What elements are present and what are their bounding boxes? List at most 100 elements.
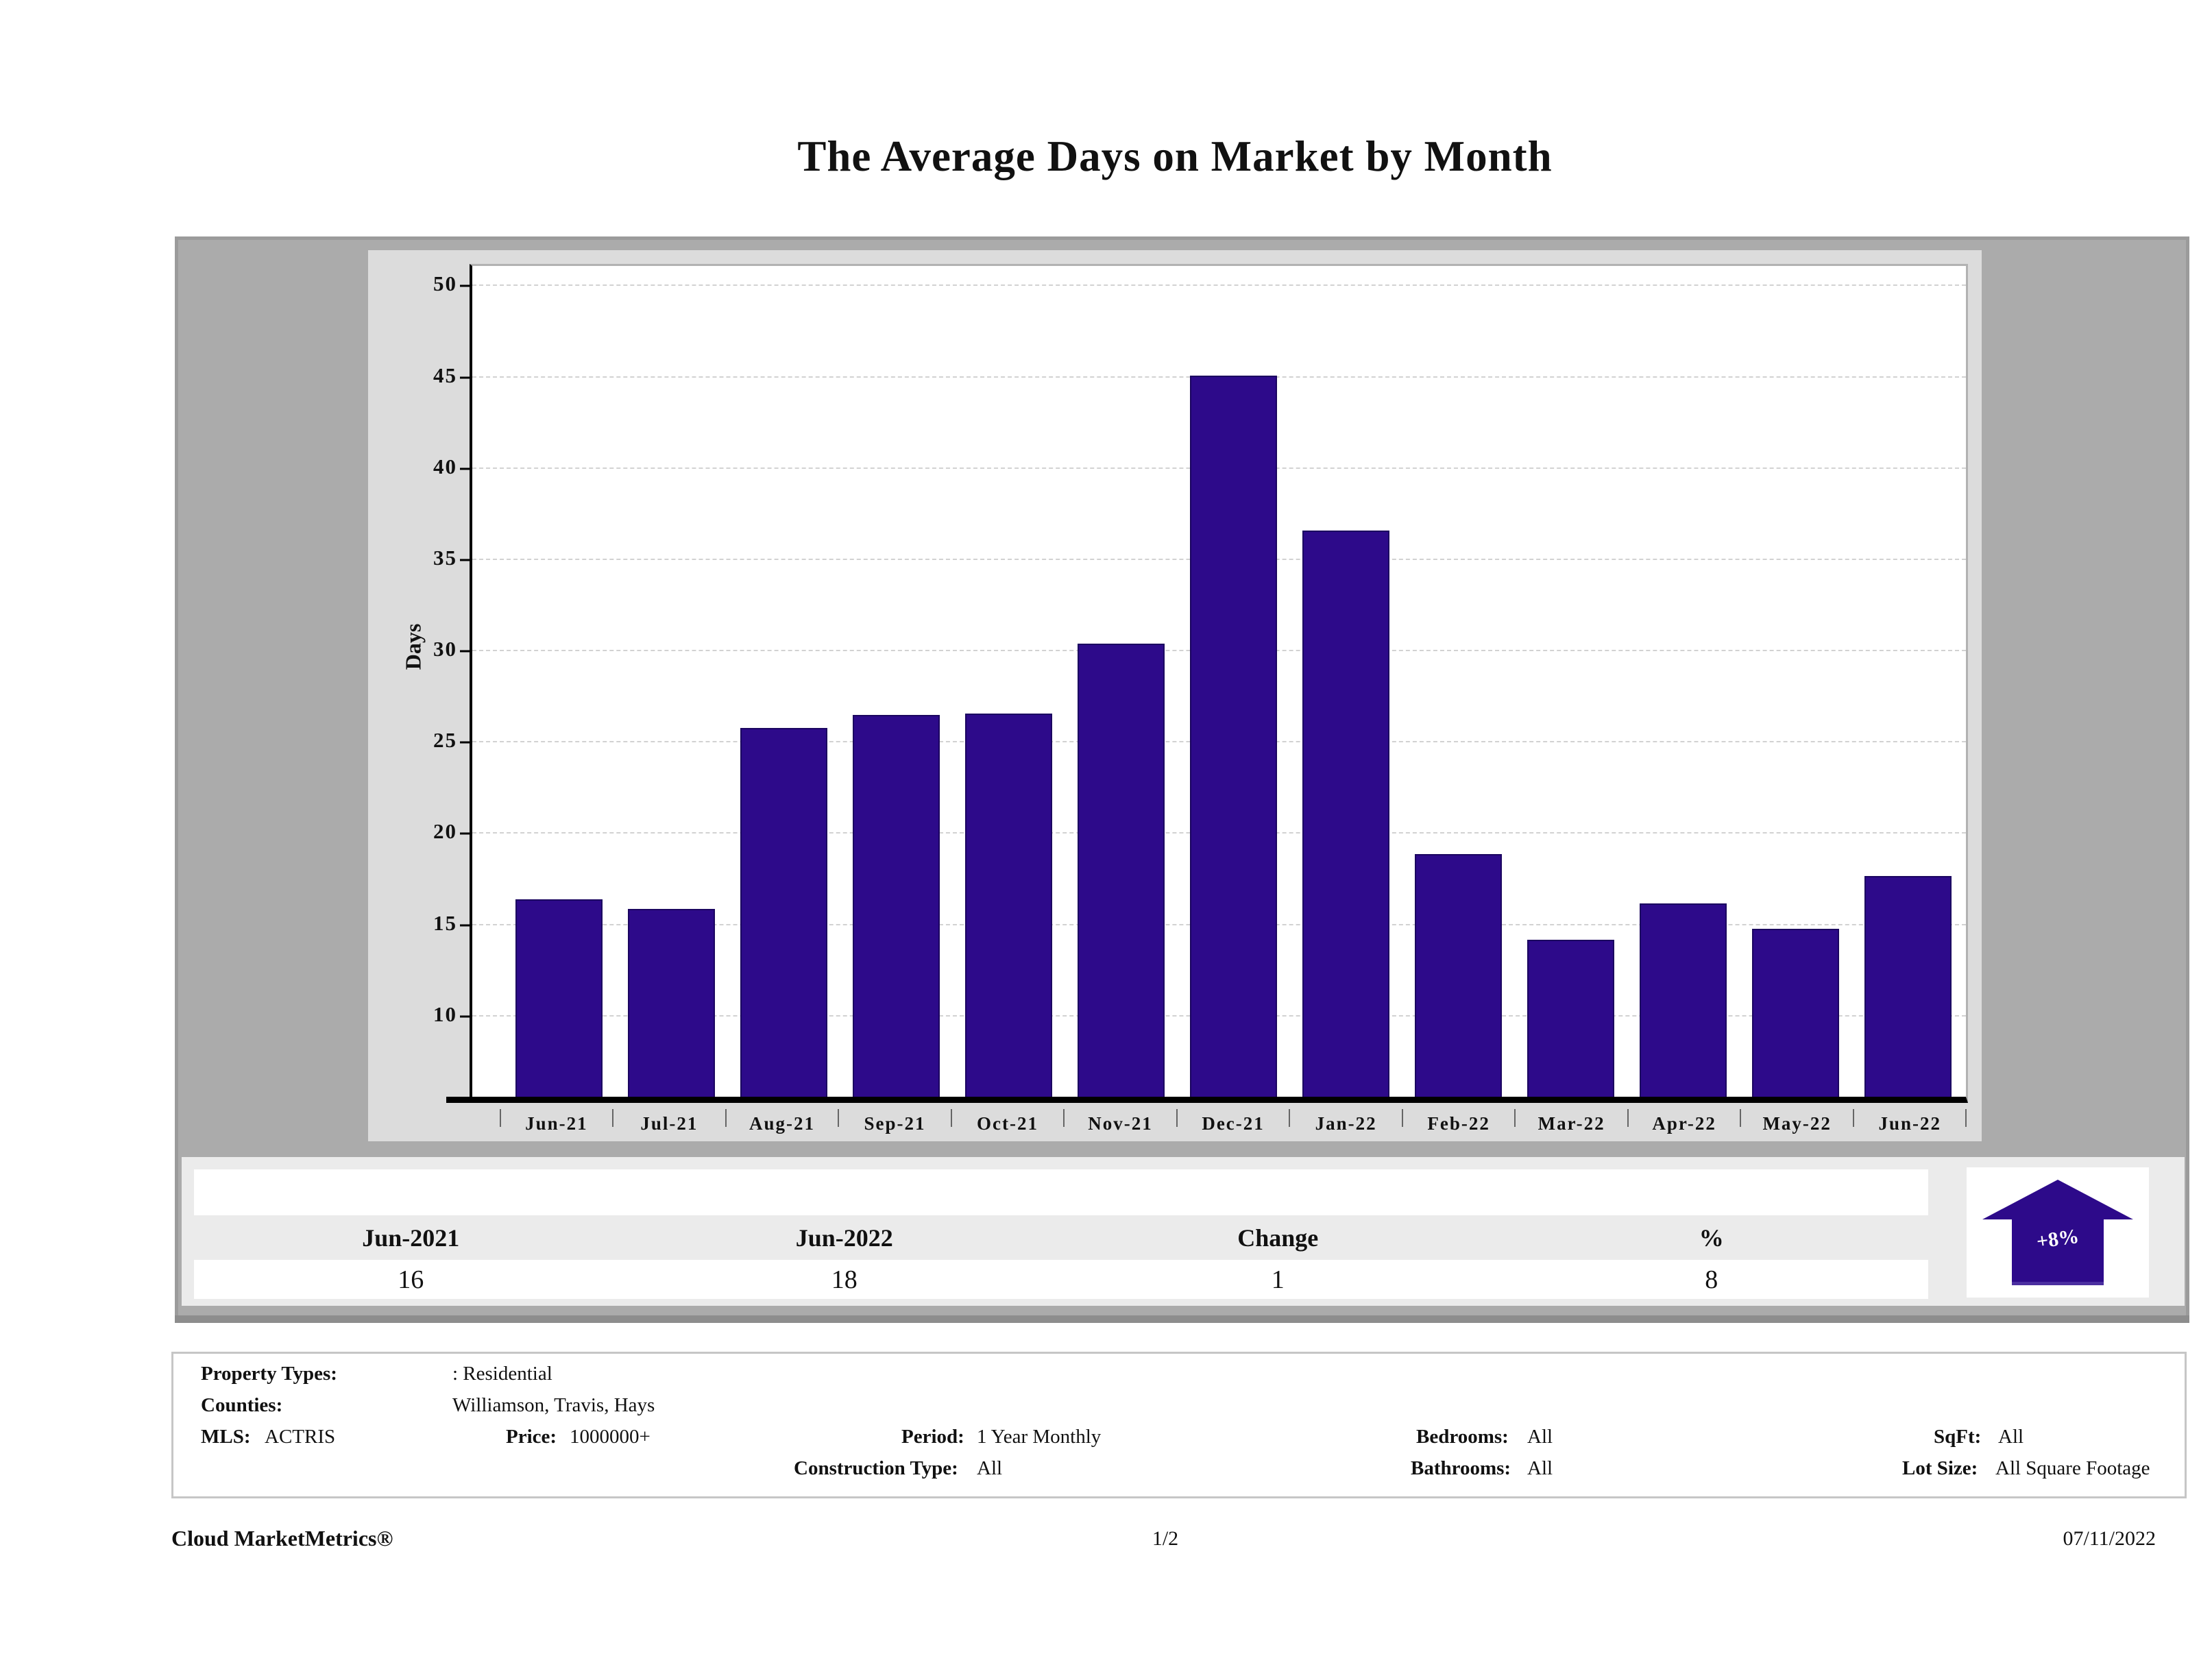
price-label: Price:	[506, 1426, 557, 1448]
band-edge	[175, 1315, 2189, 1323]
x-tick-mark	[1627, 1109, 1629, 1127]
x-tick-mark	[725, 1109, 727, 1127]
construction-type-label: Construction Type:	[794, 1457, 958, 1479]
x-tick-label: Jan-22	[1315, 1113, 1377, 1134]
x-tick-mark	[612, 1109, 614, 1127]
sqft-value: All	[1998, 1426, 2024, 1448]
bar-Mar-22	[1527, 939, 1614, 1097]
y-tick-label: 20	[433, 819, 457, 844]
y-tick-mark	[460, 832, 470, 835]
x-tick-label: Feb-22	[1427, 1113, 1490, 1134]
y-tick-mark	[460, 1015, 470, 1018]
x-tick-label: Oct-21	[977, 1113, 1038, 1134]
page-number: 1/2	[1152, 1527, 1179, 1550]
price-value: 1000000+	[570, 1426, 651, 1448]
summary-panel: Jun-2021 Jun-2022 Change% 16 18 1 8 +8%	[182, 1157, 2185, 1306]
bedrooms-label: Bedrooms:	[1416, 1426, 1509, 1448]
summary-col-value: 16	[398, 1265, 424, 1294]
x-tick-mark	[1289, 1109, 1291, 1127]
bar-Oct-21	[965, 713, 1052, 1097]
y-axis-tick-labels: 10 15 20 25 30 35 40 45 50	[368, 264, 457, 1095]
bathrooms-value: All	[1527, 1457, 1553, 1479]
x-tick-mark	[1063, 1109, 1065, 1127]
sqft-label: SqFt:	[1934, 1426, 1982, 1448]
page-footer: Cloud MarketMetrics® 1/2 07/11/2022	[171, 1526, 2159, 1556]
x-tick-label: Jul-21	[640, 1113, 698, 1134]
x-tick-mark	[1852, 1109, 1854, 1127]
summary-col-value: 18	[831, 1265, 858, 1294]
y-tick-label: 45	[433, 363, 457, 387]
property-types-label: Property Types:	[201, 1363, 337, 1385]
brand-name: Cloud MarketMetrics®	[171, 1526, 393, 1551]
y-tick-label: 40	[433, 454, 457, 478]
counties-value: Williamson, Travis, Hays	[452, 1394, 655, 1416]
x-tick-label: Aug-21	[749, 1113, 815, 1134]
x-tick-label: Nov-21	[1088, 1113, 1153, 1134]
bar-Jul-21	[628, 908, 715, 1097]
bar-Nov-21	[1078, 644, 1165, 1097]
bar-Aug-21	[740, 727, 827, 1097]
y-tick-label: 30	[433, 637, 457, 661]
y-tick-label: 35	[433, 545, 457, 570]
period-value: 1 Year Monthly	[977, 1426, 1102, 1448]
bar-Feb-22	[1415, 853, 1502, 1097]
bedrooms-value: All	[1527, 1426, 1553, 1448]
bar-Dec-21	[1190, 375, 1277, 1097]
band-edge	[2186, 236, 2189, 1323]
y-tick-mark	[460, 924, 470, 927]
y-tick-mark	[460, 741, 470, 744]
lot-size-value: All Square Footage	[1995, 1457, 2150, 1479]
chart-section: Days 10 15 20 25 30 35 40 45 50 Jun-21 Jul-21 Aug-…	[175, 236, 2189, 1323]
x-tick-mark	[1740, 1109, 1742, 1127]
x-tick-mark	[950, 1109, 952, 1127]
period-label: Period:	[901, 1426, 964, 1448]
x-tick-mark	[838, 1109, 840, 1127]
summary-col-header: %	[1699, 1224, 1724, 1252]
x-tick-label: Mar-22	[1538, 1113, 1605, 1134]
x-tick-label: Jun-22	[1878, 1113, 1941, 1134]
band-edge	[175, 236, 2189, 240]
x-tick-mark	[1514, 1109, 1516, 1127]
x-tick-label: May-22	[1762, 1113, 1832, 1134]
y-tick-mark	[460, 376, 470, 378]
mls-label: MLS:	[201, 1426, 251, 1448]
x-axis-stub	[446, 1097, 472, 1103]
summary-col-header: Jun-2022	[795, 1224, 893, 1252]
summary-empty-row	[194, 1169, 1928, 1215]
plot-area	[460, 266, 1966, 1097]
summary-col-value: 1	[1271, 1265, 1285, 1294]
filter-details-box: Property Types: : Residential Counties: …	[171, 1352, 2187, 1498]
x-tick-mark	[1401, 1109, 1403, 1127]
up-arrow-icon	[1982, 1180, 2133, 1219]
x-tick-mark	[1965, 1109, 1967, 1127]
y-tick-mark	[460, 284, 470, 287]
y-tick-mark	[460, 559, 470, 561]
x-tick-label: Apr-22	[1652, 1113, 1716, 1134]
bar-Jun-21	[515, 899, 603, 1097]
summary-values-row: 16 18 1 8	[194, 1260, 1928, 1299]
bathrooms-label: Bathrooms:	[1411, 1457, 1511, 1479]
gridline-50	[472, 284, 1966, 287]
x-tick-label: Jun-21	[525, 1113, 588, 1134]
report-date: 07/11/2022	[2063, 1527, 2156, 1550]
summary-header-row: Jun-2021 Jun-2022 Change%	[194, 1215, 1928, 1260]
bar-Jun-22	[1864, 875, 1952, 1097]
page-title: The Average Days on Market by Month	[797, 132, 1553, 180]
y-tick-label: 10	[433, 1001, 457, 1026]
trend-badge: +8%	[1967, 1167, 2149, 1298]
y-tick-mark	[460, 650, 470, 653]
x-axis-labels: Jun-21 Jul-21 Aug-21 Sep-21 Oct-21 Nov-21 Dec-…	[470, 1109, 1968, 1141]
summary-table: Jun-2021 Jun-2022 Change% 16 18 1 8	[194, 1169, 1928, 1299]
up-arrow-icon	[2012, 1218, 2104, 1285]
summary-col-header: Jun-2021	[362, 1224, 460, 1252]
plot-frame	[446, 264, 1968, 1103]
bar-Sep-21	[853, 715, 940, 1097]
property-types-value: : Residential	[452, 1363, 552, 1385]
x-tick-label: Sep-21	[864, 1113, 926, 1134]
bar-Apr-22	[1639, 903, 1727, 1097]
band-edge	[175, 236, 178, 1323]
construction-type-value: All	[977, 1457, 1003, 1479]
mls-value: ACTRIS	[265, 1426, 336, 1448]
chart-panel: Days 10 15 20 25 30 35 40 45 50 Jun-21 Jul-21 Aug-…	[368, 250, 1982, 1141]
